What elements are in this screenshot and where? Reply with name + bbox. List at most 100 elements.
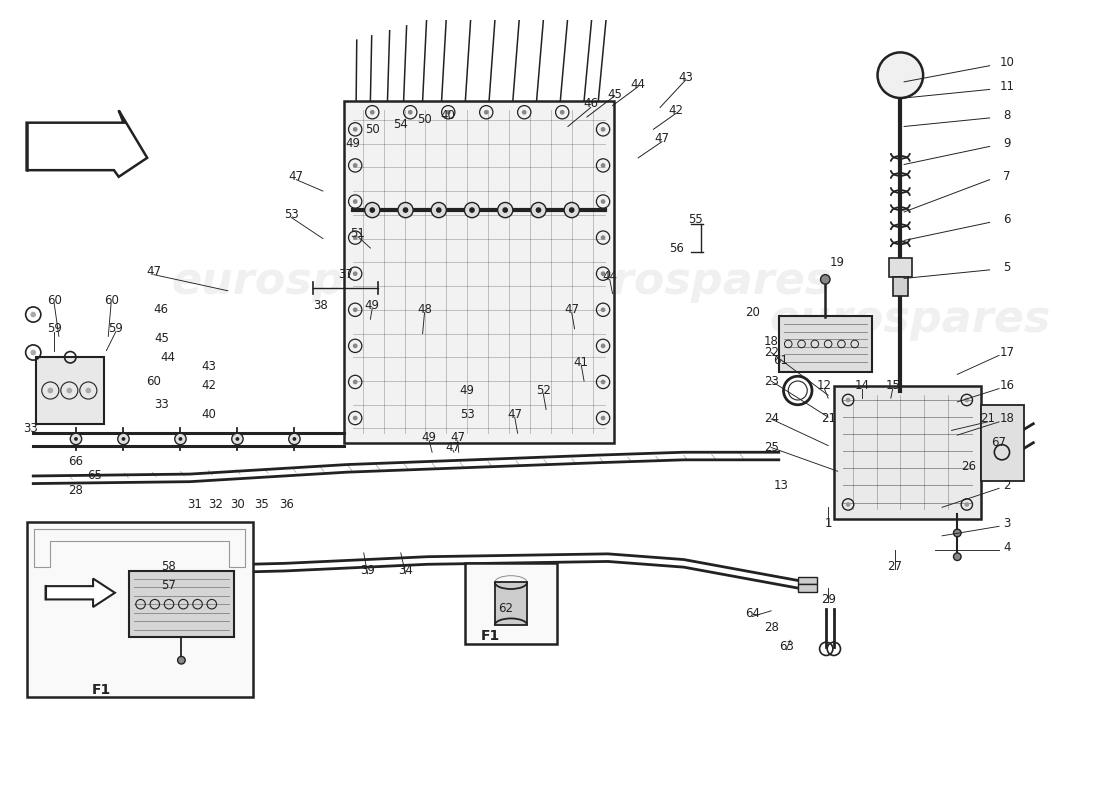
Text: 50: 50: [417, 114, 432, 126]
Circle shape: [175, 434, 186, 445]
Circle shape: [878, 53, 923, 98]
Circle shape: [560, 110, 564, 114]
Text: 63: 63: [779, 641, 794, 654]
Circle shape: [601, 199, 605, 204]
Bar: [798, 577, 816, 584]
Text: 49: 49: [460, 384, 475, 397]
Text: 42: 42: [201, 379, 217, 392]
Bar: [465, 563, 557, 644]
Text: 41: 41: [574, 355, 589, 369]
Circle shape: [484, 110, 488, 114]
Text: 47: 47: [450, 431, 465, 445]
Text: 46: 46: [583, 97, 598, 110]
Circle shape: [470, 207, 475, 213]
Text: 47: 47: [507, 408, 522, 421]
Circle shape: [954, 553, 961, 561]
Text: 28: 28: [763, 622, 779, 634]
Text: 46: 46: [153, 303, 168, 316]
Text: 44: 44: [161, 350, 176, 364]
Circle shape: [965, 502, 969, 507]
Text: 24: 24: [763, 413, 779, 426]
Text: 31: 31: [187, 498, 202, 511]
Circle shape: [569, 207, 574, 213]
Circle shape: [353, 235, 358, 240]
Text: 28: 28: [68, 484, 84, 497]
Circle shape: [846, 502, 850, 507]
Text: 11: 11: [999, 80, 1014, 93]
Circle shape: [353, 343, 358, 348]
Circle shape: [66, 388, 73, 394]
Text: 22: 22: [763, 346, 779, 359]
Text: 47: 47: [446, 441, 461, 454]
Text: 48: 48: [417, 303, 432, 316]
Text: 3: 3: [1003, 517, 1011, 530]
Text: 33: 33: [23, 422, 37, 435]
Text: 8: 8: [1003, 109, 1011, 122]
Circle shape: [403, 207, 408, 213]
Text: 61: 61: [773, 354, 789, 366]
Text: 12: 12: [817, 379, 832, 392]
Text: 17: 17: [999, 346, 1014, 359]
Text: 18: 18: [999, 413, 1014, 426]
Text: 43: 43: [679, 70, 693, 84]
Text: 21: 21: [821, 413, 836, 426]
Bar: [981, 405, 1024, 481]
Text: 67: 67: [991, 436, 1006, 450]
Circle shape: [398, 202, 414, 218]
Text: 40: 40: [201, 408, 217, 421]
Text: 33: 33: [154, 398, 168, 411]
Circle shape: [497, 202, 513, 218]
Text: 49: 49: [421, 431, 437, 445]
Circle shape: [235, 437, 240, 441]
Circle shape: [353, 307, 358, 312]
Text: 60: 60: [103, 294, 119, 306]
Bar: [129, 571, 233, 638]
Circle shape: [846, 398, 850, 402]
Text: 57: 57: [161, 578, 176, 592]
Text: 54: 54: [394, 118, 408, 131]
Text: 55: 55: [688, 213, 703, 226]
Text: 6: 6: [1003, 213, 1011, 226]
Text: 21: 21: [980, 413, 996, 426]
Circle shape: [178, 437, 183, 441]
Text: 7: 7: [1003, 170, 1011, 183]
Text: 56: 56: [669, 242, 683, 254]
Text: eurospares: eurospares: [769, 298, 1050, 341]
Circle shape: [288, 434, 300, 445]
Text: 25: 25: [763, 441, 779, 454]
Polygon shape: [26, 110, 147, 177]
Circle shape: [370, 110, 375, 114]
Circle shape: [118, 434, 129, 445]
Circle shape: [353, 379, 358, 384]
Text: 45: 45: [607, 88, 621, 101]
Circle shape: [353, 199, 358, 204]
Text: 34: 34: [398, 565, 412, 578]
Text: 19: 19: [830, 256, 845, 269]
Text: 60: 60: [146, 374, 162, 387]
Circle shape: [431, 202, 447, 218]
Text: 45: 45: [154, 332, 169, 345]
Text: 44: 44: [630, 78, 646, 91]
Circle shape: [408, 110, 412, 114]
Text: F1: F1: [92, 682, 111, 697]
Text: 60: 60: [46, 294, 62, 306]
Text: 64: 64: [745, 607, 760, 620]
Text: 59: 59: [109, 322, 123, 335]
Polygon shape: [45, 578, 114, 607]
Text: 49: 49: [365, 298, 380, 311]
Bar: [779, 317, 872, 371]
Text: 42: 42: [669, 104, 684, 117]
Circle shape: [86, 388, 91, 394]
Circle shape: [503, 207, 508, 213]
Circle shape: [601, 379, 605, 384]
Circle shape: [601, 416, 605, 421]
Circle shape: [601, 343, 605, 348]
Text: 4: 4: [1003, 541, 1011, 554]
Circle shape: [954, 529, 961, 537]
Circle shape: [31, 312, 36, 318]
Text: 58: 58: [161, 560, 176, 573]
Text: 10: 10: [999, 56, 1014, 70]
Circle shape: [122, 437, 125, 441]
Circle shape: [47, 388, 53, 394]
Circle shape: [965, 398, 969, 402]
